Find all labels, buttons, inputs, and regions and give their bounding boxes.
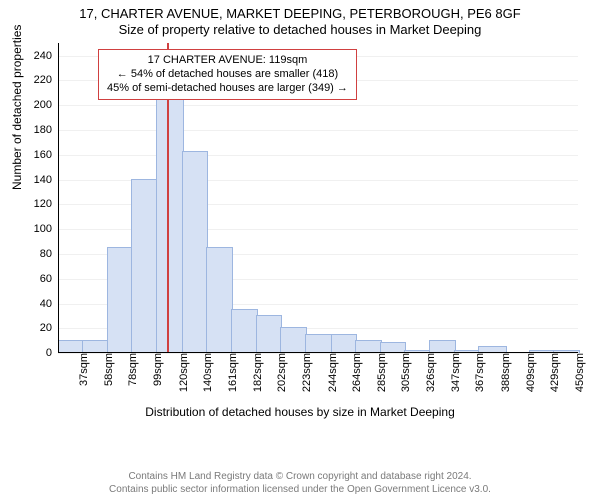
y-axis-label: Number of detached properties xyxy=(10,25,24,190)
histogram-bar xyxy=(107,247,133,353)
y-tick-label: 60 xyxy=(40,273,58,285)
x-tick-label: 202sqm xyxy=(274,353,288,392)
x-tick-label: 409sqm xyxy=(523,353,537,392)
histogram-bar xyxy=(231,309,258,353)
x-tick-label: 120sqm xyxy=(176,353,190,392)
y-tick-label: 40 xyxy=(40,298,58,310)
y-tick-label: 0 xyxy=(46,347,58,359)
footer-attribution: Contains HM Land Registry data © Crown c… xyxy=(0,471,600,496)
x-tick-label: 37sqm xyxy=(76,353,90,386)
histogram-bar xyxy=(82,340,109,353)
annotation-line2: ← 54% of detached houses are smaller (41… xyxy=(107,68,348,82)
y-tick-label: 240 xyxy=(34,50,58,62)
x-tick-label: 99sqm xyxy=(150,353,164,386)
histogram-bar xyxy=(206,247,233,353)
y-tick-label: 80 xyxy=(40,248,58,260)
y-tick-label: 140 xyxy=(34,174,58,186)
annotation-box: 17 CHARTER AVENUE: 119sqm ← 54% of detac… xyxy=(98,49,357,100)
x-tick-label: 58sqm xyxy=(101,353,115,386)
histogram-bar xyxy=(331,334,357,354)
histogram-bar xyxy=(429,340,456,353)
y-tick-label: 200 xyxy=(34,99,58,111)
footer-line2: Contains public sector information licen… xyxy=(0,484,600,497)
x-tick-label: 429sqm xyxy=(547,353,561,392)
y-tick-label: 100 xyxy=(34,223,58,235)
histogram-bar xyxy=(156,92,183,353)
x-tick-label: 182sqm xyxy=(250,353,264,392)
x-tick-label: 347sqm xyxy=(448,353,462,392)
y-tick-label: 20 xyxy=(40,322,58,334)
y-tick-label: 120 xyxy=(34,198,58,210)
title-subtitle: Size of property relative to detached ho… xyxy=(0,22,600,40)
histogram-bar xyxy=(256,315,282,353)
histogram-bar xyxy=(182,151,208,353)
x-tick-label: 305sqm xyxy=(398,353,412,392)
x-tick-label: 140sqm xyxy=(200,353,214,392)
histogram-bar xyxy=(305,334,332,354)
annotation-line1: 17 CHARTER AVENUE: 119sqm xyxy=(107,54,348,68)
title-address: 17, CHARTER AVENUE, MARKET DEEPING, PETE… xyxy=(0,0,600,22)
histogram-bar xyxy=(280,327,307,353)
x-tick-label: 244sqm xyxy=(325,353,339,392)
x-tick-label: 326sqm xyxy=(423,353,437,392)
x-tick-label: 78sqm xyxy=(125,353,139,386)
y-tick-label: 180 xyxy=(34,124,58,136)
y-axis-line xyxy=(58,43,59,353)
annotation-line3: 45% of semi-detached houses are larger (… xyxy=(107,82,348,96)
x-axis-label: Distribution of detached houses by size … xyxy=(0,405,600,419)
x-tick-label: 285sqm xyxy=(374,353,388,392)
y-tick-label: 160 xyxy=(34,149,58,161)
x-tick-label: 388sqm xyxy=(498,353,512,392)
x-tick-label: 450sqm xyxy=(572,353,586,392)
footer-line1: Contains HM Land Registry data © Crown c… xyxy=(0,471,600,484)
grid-line xyxy=(58,155,578,156)
y-tick-label: 220 xyxy=(34,74,58,86)
histogram-bar xyxy=(58,340,84,353)
histogram-bar xyxy=(131,179,158,354)
x-tick-label: 223sqm xyxy=(299,353,313,392)
histogram-bar xyxy=(355,340,382,353)
grid-line xyxy=(58,130,578,131)
x-tick-label: 161sqm xyxy=(225,353,239,392)
grid-line xyxy=(58,105,578,106)
x-tick-label: 367sqm xyxy=(472,353,486,392)
x-tick-label: 264sqm xyxy=(349,353,363,392)
